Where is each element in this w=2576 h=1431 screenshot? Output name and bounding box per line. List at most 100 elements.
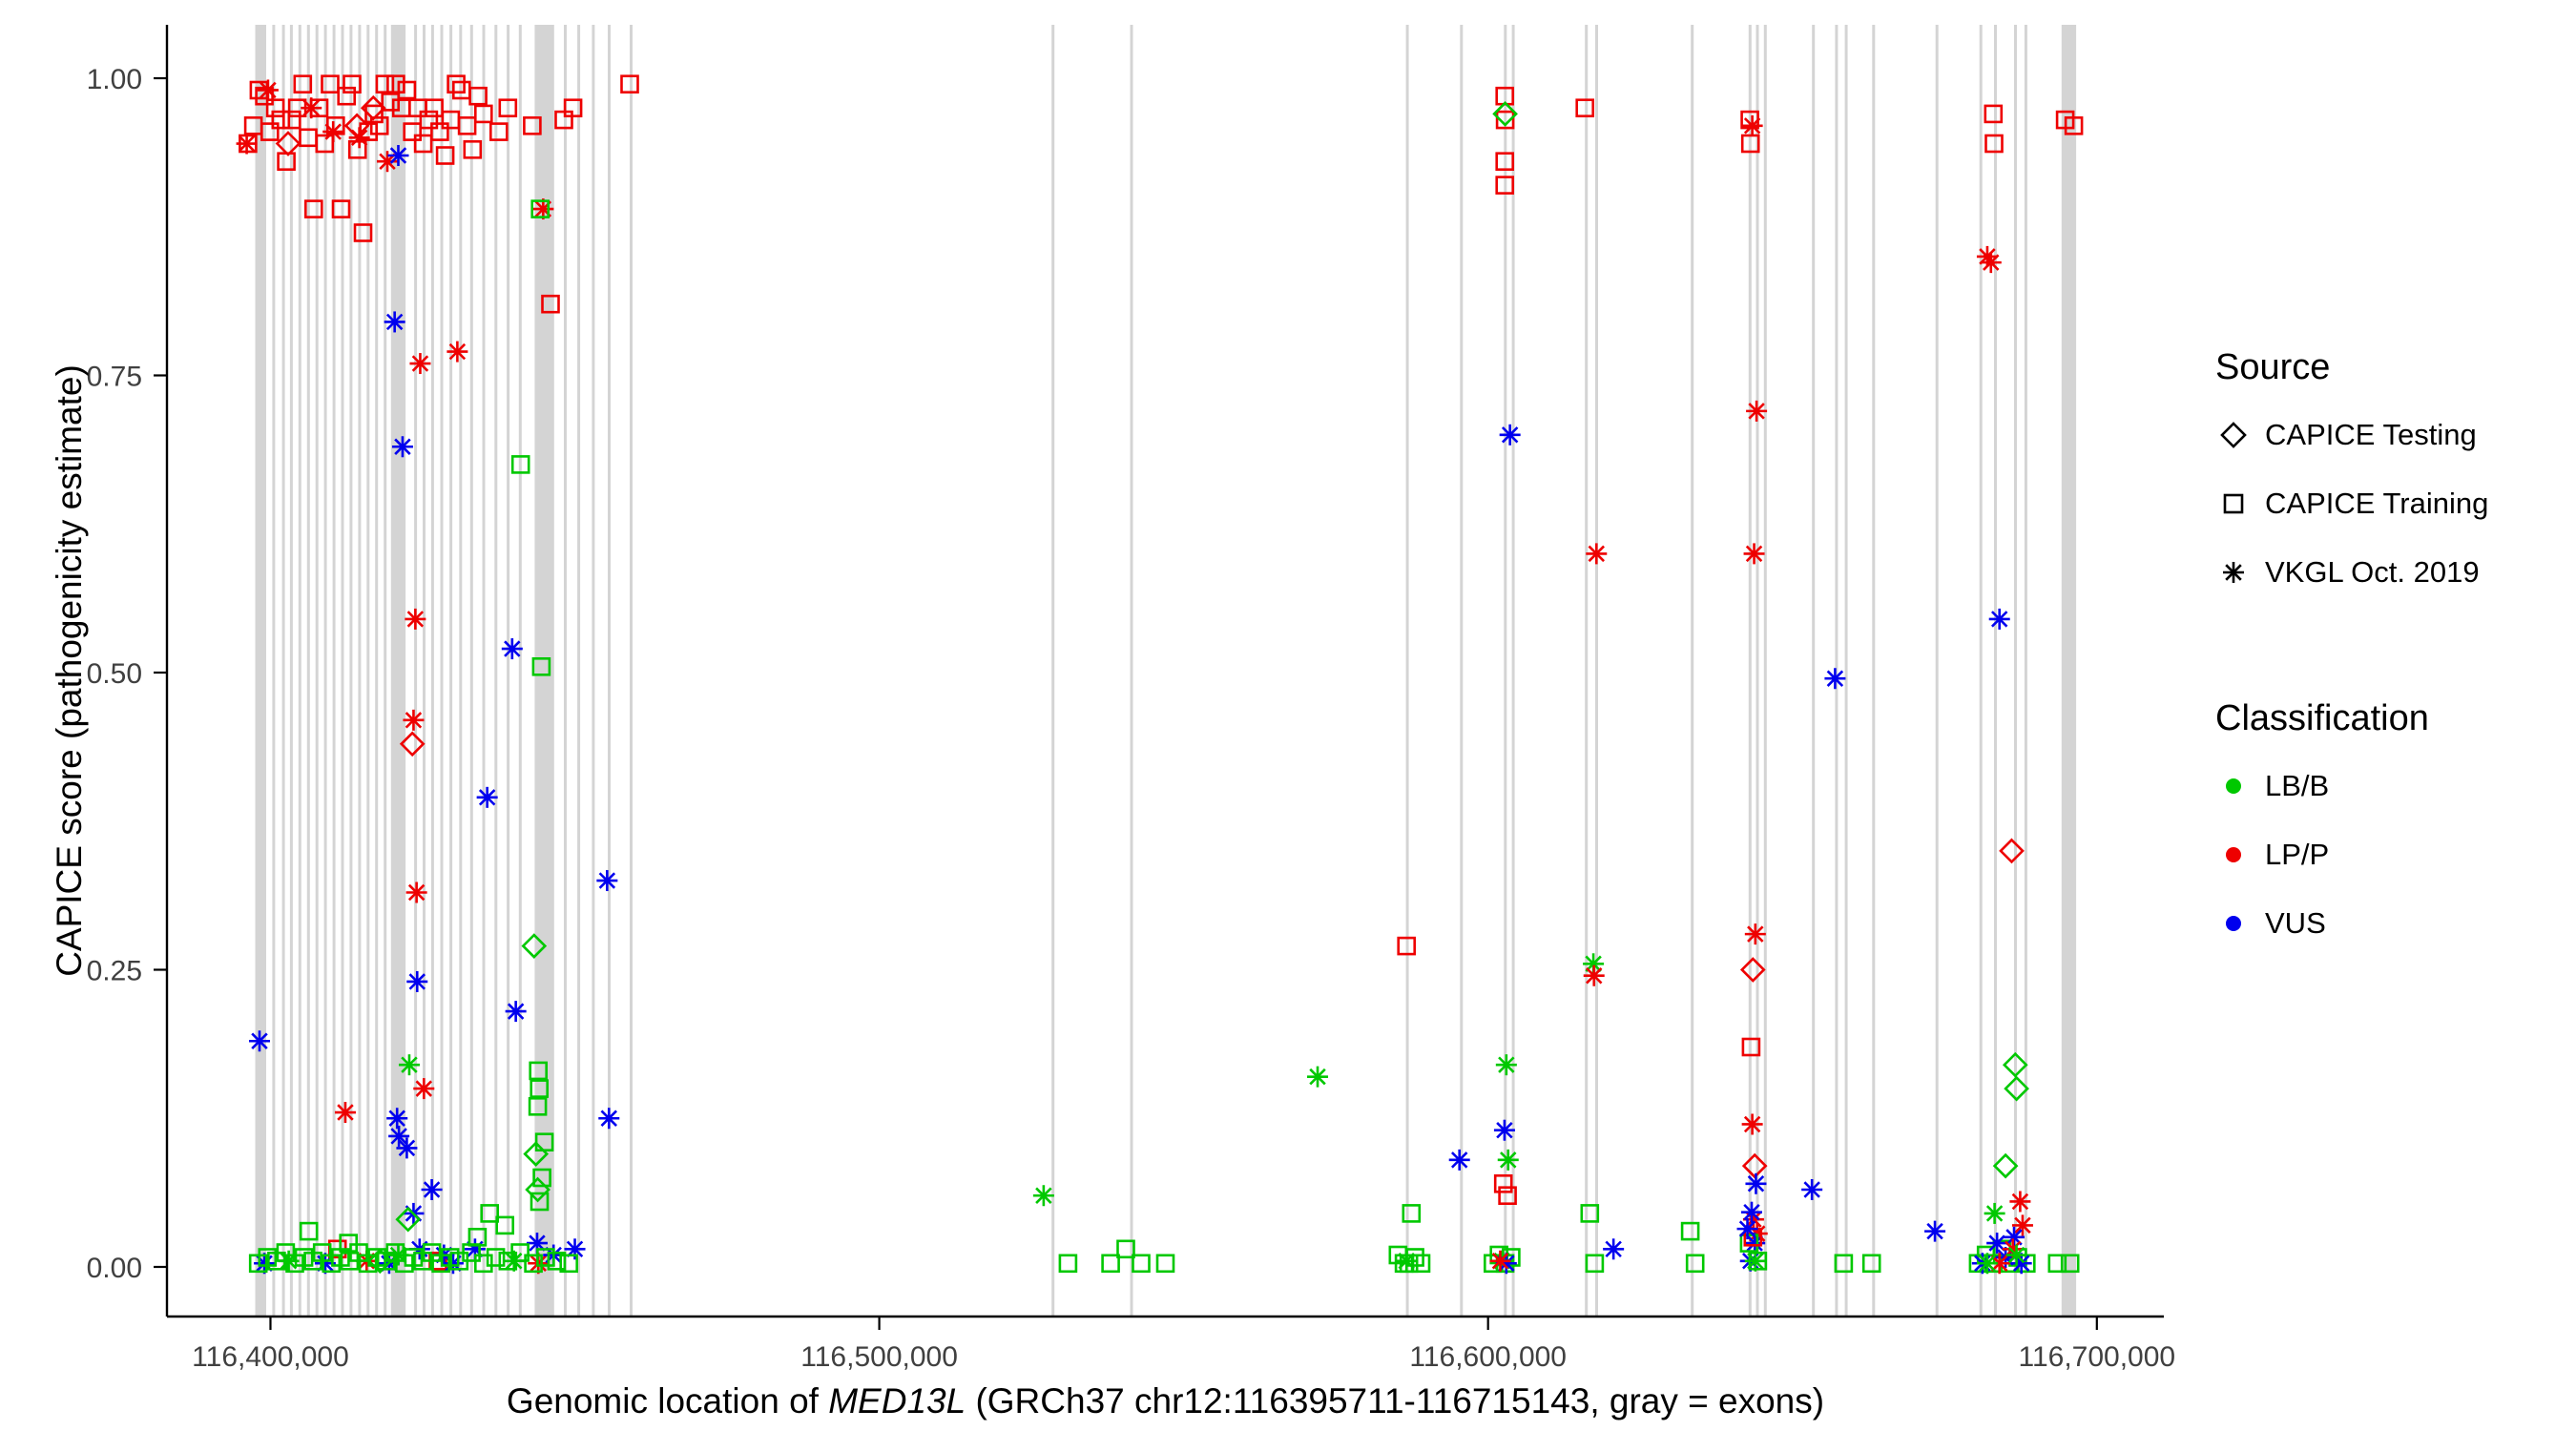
data-point xyxy=(1745,1172,1767,1194)
data-point xyxy=(2064,116,2084,135)
data-point xyxy=(281,110,301,130)
data-point xyxy=(1448,1149,1470,1171)
data-point xyxy=(1999,838,2025,864)
data-point xyxy=(524,1254,543,1274)
data-point xyxy=(387,144,409,166)
data-point xyxy=(598,1108,620,1130)
legend-entry-vkgl: VKGL Oct. 2019 xyxy=(2215,538,2559,607)
data-point xyxy=(395,1206,422,1233)
exon-band xyxy=(440,25,444,1317)
data-point xyxy=(1741,1037,1761,1057)
exon-band xyxy=(630,25,633,1317)
data-point xyxy=(498,98,518,117)
exon-band xyxy=(272,25,276,1317)
data-point xyxy=(532,1168,551,1188)
data-point xyxy=(1493,1119,1515,1141)
data-point xyxy=(488,122,509,141)
data-point xyxy=(530,1079,550,1098)
asterisk-icon xyxy=(2215,554,2252,591)
exon-band xyxy=(289,25,293,1317)
exon-band xyxy=(1872,25,1876,1317)
data-point xyxy=(525,1176,551,1203)
data-point xyxy=(457,116,477,135)
data-point xyxy=(486,1248,506,1267)
data-point xyxy=(2002,1238,2024,1260)
data-point xyxy=(2002,1051,2028,1078)
legend-entry-label: CAPICE Training xyxy=(2265,487,2489,520)
exon-band xyxy=(306,25,310,1317)
exon-band xyxy=(332,25,336,1317)
data-point xyxy=(462,1243,481,1262)
x-tick-label: 116,400,000 xyxy=(192,1341,349,1373)
data-point xyxy=(315,134,335,154)
data-point xyxy=(1741,114,1763,136)
exon-band xyxy=(1763,25,1767,1317)
exon-band xyxy=(1691,25,1694,1317)
data-point xyxy=(322,121,344,143)
exon-band xyxy=(564,25,567,1317)
data-point xyxy=(403,122,423,141)
exon-bands xyxy=(255,25,2077,1317)
exon-band xyxy=(315,25,319,1317)
data-point xyxy=(510,455,530,474)
data-point xyxy=(2004,1075,2029,1102)
data-point xyxy=(1116,1239,1135,1259)
data-point xyxy=(476,786,498,808)
exon-band xyxy=(2014,25,2017,1317)
data-point xyxy=(388,1125,410,1147)
data-point xyxy=(1861,1254,1881,1274)
data-point xyxy=(620,74,639,93)
data-point xyxy=(1740,134,1760,154)
data-point xyxy=(2011,1214,2033,1236)
data-point xyxy=(1743,543,1765,565)
data-point xyxy=(293,74,313,93)
exon-band xyxy=(459,25,463,1317)
y-tick-label: 0.75 xyxy=(87,362,142,393)
data-point xyxy=(473,104,493,124)
data-point xyxy=(1976,1253,1998,1275)
data-point xyxy=(1396,1250,1418,1272)
data-point xyxy=(1397,936,1416,956)
data-point xyxy=(369,116,389,135)
vus-dot-icon xyxy=(2215,905,2252,942)
data-point xyxy=(1992,1152,2019,1179)
data-point xyxy=(425,98,444,117)
data-point xyxy=(1988,608,2010,630)
data-point xyxy=(364,104,384,124)
data-point xyxy=(384,311,405,333)
exon-band xyxy=(1979,25,1983,1317)
data-point xyxy=(1575,98,1594,117)
legend-entry-lpp: LP/P xyxy=(2215,820,2559,889)
data-point xyxy=(559,1254,579,1274)
legend-entry-label: VUS xyxy=(2265,906,2326,940)
data-point xyxy=(419,110,439,130)
data-point xyxy=(2060,1254,2080,1274)
data-point xyxy=(528,1097,548,1116)
data-point xyxy=(1101,1254,1120,1274)
data-point xyxy=(536,1248,555,1267)
data-point xyxy=(381,93,401,112)
exon-band xyxy=(482,25,486,1317)
data-point xyxy=(447,74,466,93)
exon-band xyxy=(507,25,510,1317)
x-tick-label: 116,500,000 xyxy=(800,1341,958,1373)
exon-band xyxy=(1511,25,1515,1317)
exon-band xyxy=(358,25,362,1317)
legend-entry-label: LB/B xyxy=(2265,769,2330,802)
data-point xyxy=(530,1192,550,1212)
data-point xyxy=(1740,1201,1762,1223)
exon-band xyxy=(577,25,581,1317)
data-point xyxy=(271,110,291,130)
exon-band xyxy=(1812,25,1816,1317)
exon-band xyxy=(390,25,406,1317)
data-point xyxy=(301,97,322,119)
data-point xyxy=(1984,1202,2005,1224)
exon-band xyxy=(298,25,301,1317)
legend-classification-title: Classification xyxy=(2215,698,2429,738)
data-point xyxy=(375,74,395,93)
data-point xyxy=(1493,1174,1513,1193)
exon-band xyxy=(1994,25,1997,1317)
exon-band xyxy=(1755,25,1759,1317)
legend-classification: Classification LB/B LP/P VUS xyxy=(2215,696,2559,958)
